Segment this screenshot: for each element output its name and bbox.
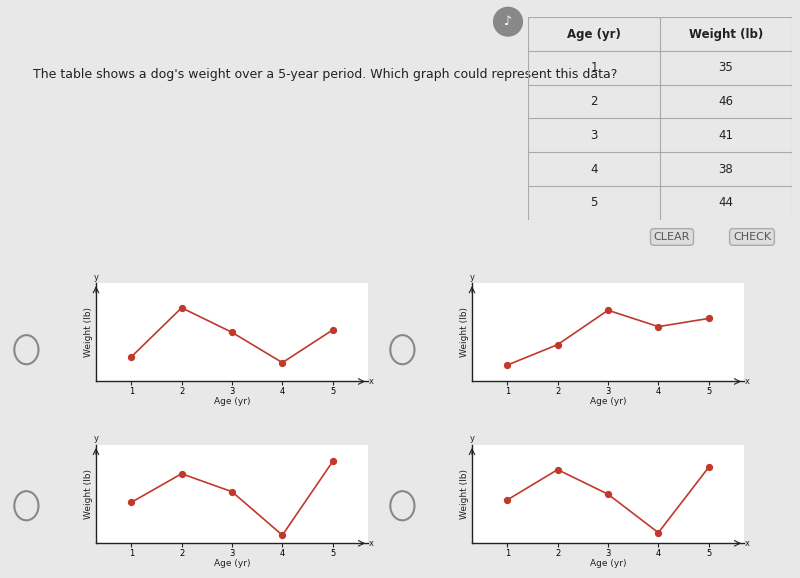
Text: Weight (lb): Weight (lb)	[689, 28, 763, 40]
Text: 3: 3	[590, 129, 598, 142]
Point	[501, 495, 514, 505]
X-axis label: Age (yr): Age (yr)	[214, 560, 250, 568]
Text: 4: 4	[590, 162, 598, 176]
Point	[652, 528, 665, 538]
Text: y: y	[94, 435, 98, 443]
Point	[125, 498, 138, 507]
Text: 41: 41	[718, 129, 734, 142]
Text: y: y	[94, 273, 98, 281]
Text: 44: 44	[718, 197, 734, 209]
Text: x: x	[745, 539, 750, 548]
Text: 5: 5	[590, 197, 598, 209]
Text: CHECK: CHECK	[733, 232, 771, 242]
Point	[125, 353, 138, 362]
Point	[226, 487, 238, 497]
Point	[702, 314, 715, 323]
Text: 2: 2	[590, 95, 598, 108]
Point	[276, 531, 289, 540]
Point	[326, 457, 339, 466]
Y-axis label: Weight (lb): Weight (lb)	[84, 307, 94, 357]
Point	[551, 340, 564, 349]
Point	[602, 306, 614, 315]
Text: x: x	[369, 377, 374, 386]
Y-axis label: Weight (lb): Weight (lb)	[460, 469, 470, 519]
Point	[276, 358, 289, 367]
Y-axis label: Weight (lb): Weight (lb)	[84, 469, 94, 519]
Point	[326, 325, 339, 335]
Text: x: x	[369, 539, 374, 548]
X-axis label: Age (yr): Age (yr)	[590, 398, 626, 406]
Text: y: y	[470, 273, 474, 281]
Point	[175, 469, 188, 479]
Text: ♪: ♪	[504, 15, 512, 28]
Text: The table shows a dog's weight over a 5-year period. Which graph could represent: The table shows a dog's weight over a 5-…	[34, 68, 618, 81]
Y-axis label: Weight (lb): Weight (lb)	[460, 307, 470, 357]
Text: 38: 38	[718, 162, 734, 176]
X-axis label: Age (yr): Age (yr)	[214, 398, 250, 406]
Point	[551, 465, 564, 474]
Point	[602, 490, 614, 499]
Point	[501, 361, 514, 370]
Text: y: y	[470, 435, 474, 443]
Text: 1: 1	[590, 61, 598, 75]
Text: Age (yr): Age (yr)	[567, 28, 621, 40]
Point	[702, 462, 715, 472]
Text: 35: 35	[718, 61, 734, 75]
Point	[652, 322, 665, 331]
Text: CLEAR: CLEAR	[654, 232, 690, 242]
Circle shape	[494, 8, 522, 36]
Text: x: x	[745, 377, 750, 386]
Text: 46: 46	[718, 95, 734, 108]
Point	[226, 328, 238, 337]
Point	[175, 303, 188, 312]
X-axis label: Age (yr): Age (yr)	[590, 560, 626, 568]
